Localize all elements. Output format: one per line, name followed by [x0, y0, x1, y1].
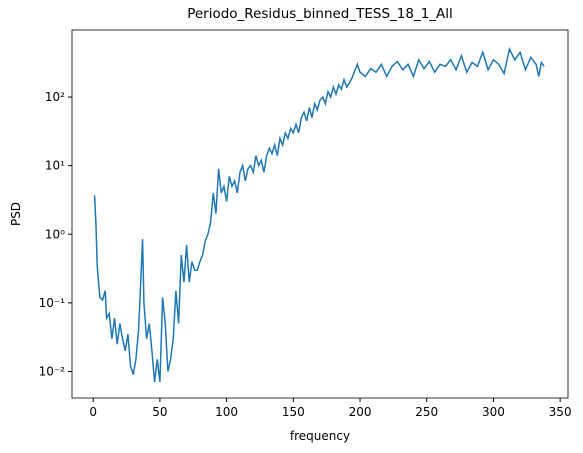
- plot-frame: [71, 29, 569, 399]
- y-tick-label: 10¹: [45, 159, 65, 173]
- x-tick-label: 0: [89, 405, 97, 419]
- y-axis-label: PSD: [9, 202, 23, 226]
- x-tick-label: 100: [215, 405, 238, 419]
- x-tick-label: 250: [415, 405, 438, 419]
- x-tick-label: 300: [482, 405, 505, 419]
- y-tick-label: 10⁻²: [39, 364, 66, 378]
- y-tick-label: 10²: [45, 90, 65, 104]
- x-tick-label: 150: [282, 405, 305, 419]
- chart-title: Periodo_Residus_binned_TESS_18_1_All: [187, 6, 453, 22]
- x-axis-label: frequency: [290, 429, 350, 443]
- y-tick-label: 10⁰: [45, 227, 65, 241]
- x-tick-label: 200: [349, 405, 372, 419]
- x-tick-label: 350: [549, 405, 572, 419]
- data-line: [93, 46, 545, 383]
- x-tick-label: 50: [152, 405, 167, 419]
- y-tick-label: 10⁻¹: [39, 296, 66, 310]
